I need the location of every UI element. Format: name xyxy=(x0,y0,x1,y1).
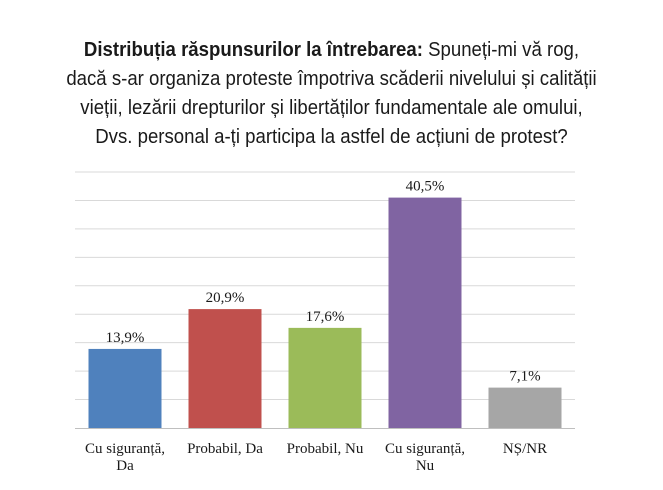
category-label: Probabil, Nu xyxy=(287,441,364,457)
bar xyxy=(188,309,262,428)
category-label: NȘ/NR xyxy=(503,441,547,457)
value-labels: 13,9% 20,9% 17,6% 40,5% 7,1% xyxy=(106,179,541,385)
category-label: Cu siguranță, xyxy=(85,441,165,457)
chart-title-line4: Dvs. personal a-ți participa la astfel d… xyxy=(95,126,568,148)
category-label: Da xyxy=(116,458,134,474)
value-label: 17,6% xyxy=(306,309,345,325)
chart-title: Distribuția răspunsurilor la întrebarea:… xyxy=(42,36,621,152)
chart-title-rest: Spuneți-mi vă rog, xyxy=(422,39,580,61)
value-label: 40,5% xyxy=(406,179,445,195)
bar xyxy=(88,348,162,428)
value-label: 20,9% xyxy=(206,290,245,306)
category-label: Cu siguranță, xyxy=(385,441,465,457)
bar xyxy=(288,327,362,428)
chart-title-bold: Distribuția răspunsurilor la întrebarea: xyxy=(83,39,423,61)
value-label: 7,1% xyxy=(509,369,540,385)
bars xyxy=(88,197,562,428)
bar xyxy=(488,387,562,428)
value-label: 13,9% xyxy=(106,330,145,346)
chart-title-line3: vieții, lezării drepturilor și libertăți… xyxy=(80,97,583,119)
chart-title-line2: dacă s-ar organiza proteste împotriva sc… xyxy=(66,68,597,90)
category-label: Nu xyxy=(416,458,435,474)
bar xyxy=(388,197,462,428)
category-label: Probabil, Da xyxy=(187,441,263,457)
